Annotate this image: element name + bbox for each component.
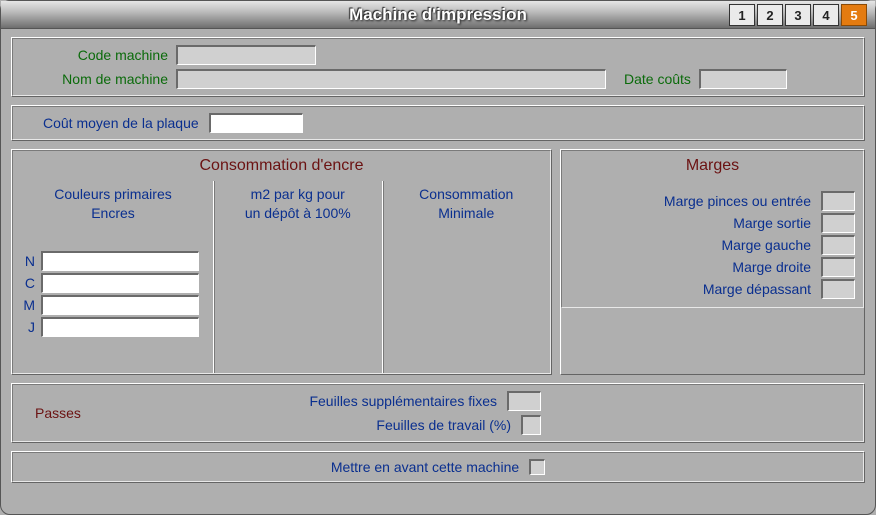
tab-2[interactable]: 2 [757,4,783,26]
section-identity: Code machine Nom de machine Date coûts [11,37,865,97]
label-marge-droite: Marge droite [732,259,811,275]
ink-col2-head1: m2 par kg pour [251,186,345,202]
label-nom-machine: Nom de machine [21,71,176,87]
ink-letter-c: C [17,275,35,291]
ink-letter-j: J [17,319,35,335]
input-cout-plaque[interactable] [209,113,303,133]
input-ink-j[interactable] [41,317,199,337]
section-feature: Mettre en avant cette machine [11,451,865,483]
label-marge-sortie: Marge sortie [733,215,811,231]
ink-col-m2kg: m2 par kg pour un dépôt à 100% [213,181,382,373]
input-ink-n[interactable] [41,251,199,271]
ink-letter-m: M [17,297,35,313]
ink-col1-head1: Couleurs primaires [54,186,171,202]
input-marge-droite[interactable] [821,257,855,277]
ink-col2-head2: un dépôt à 100% [245,205,351,221]
title-bar: Machine d'impression 1 2 3 4 5 [1,1,875,29]
input-feuilles-travail[interactable] [521,415,541,435]
input-marge-gauche[interactable] [821,235,855,255]
input-nom-machine[interactable] [176,69,606,89]
tab-4[interactable]: 4 [813,4,839,26]
tab-1[interactable]: 1 [729,4,755,26]
section-margins: Marges Marge pinces ou entrée Marge sort… [560,149,865,375]
section-ink: Consommation d'encre Couleurs primaires … [11,149,552,375]
label-marge-depassant: Marge dépassant [703,281,811,297]
section-passes: Passes Feuilles supplémentaires fixes Fe… [11,383,865,443]
ink-col-primaries: Couleurs primaires Encres N C M J [13,181,213,373]
label-marge-pinces: Marge pinces ou entrée [664,193,811,209]
input-marge-depassant[interactable] [821,279,855,299]
label-feuilles-supp: Feuilles supplémentaires fixes [309,393,497,409]
input-ink-c[interactable] [41,273,199,293]
header-margins: Marges [570,157,855,181]
tab-3[interactable]: 3 [785,4,811,26]
section-plate-cost: Coût moyen de la plaque [11,105,865,141]
label-date-couts: Date coûts [624,71,691,87]
ink-col-min: Consommation Minimale [382,181,551,373]
ink-letter-n: N [17,253,35,269]
tab-5[interactable]: 5 [841,4,867,26]
checkbox-mettre-en-avant[interactable] [529,459,545,475]
label-feuilles-travail: Feuilles de travail (%) [376,417,511,433]
input-ink-m[interactable] [41,295,199,315]
ink-col3-head1: Consommation [419,186,513,202]
input-date-couts[interactable] [699,69,787,89]
input-marge-pinces[interactable] [821,191,855,211]
input-code-machine[interactable] [176,45,316,65]
label-passes: Passes [21,405,161,421]
label-marge-gauche: Marge gauche [721,237,811,253]
ink-col1-head2: Encres [91,205,135,221]
label-mettre-en-avant: Mettre en avant cette machine [331,459,519,475]
ink-col3-head2: Minimale [438,205,494,221]
input-marge-sortie[interactable] [821,213,855,233]
label-cout-plaque: Coût moyen de la plaque [43,115,199,131]
label-code-machine: Code machine [21,47,176,63]
header-ink: Consommation d'encre [13,157,550,181]
tab-strip: 1 2 3 4 5 [729,4,867,26]
input-feuilles-supp[interactable] [507,391,541,411]
